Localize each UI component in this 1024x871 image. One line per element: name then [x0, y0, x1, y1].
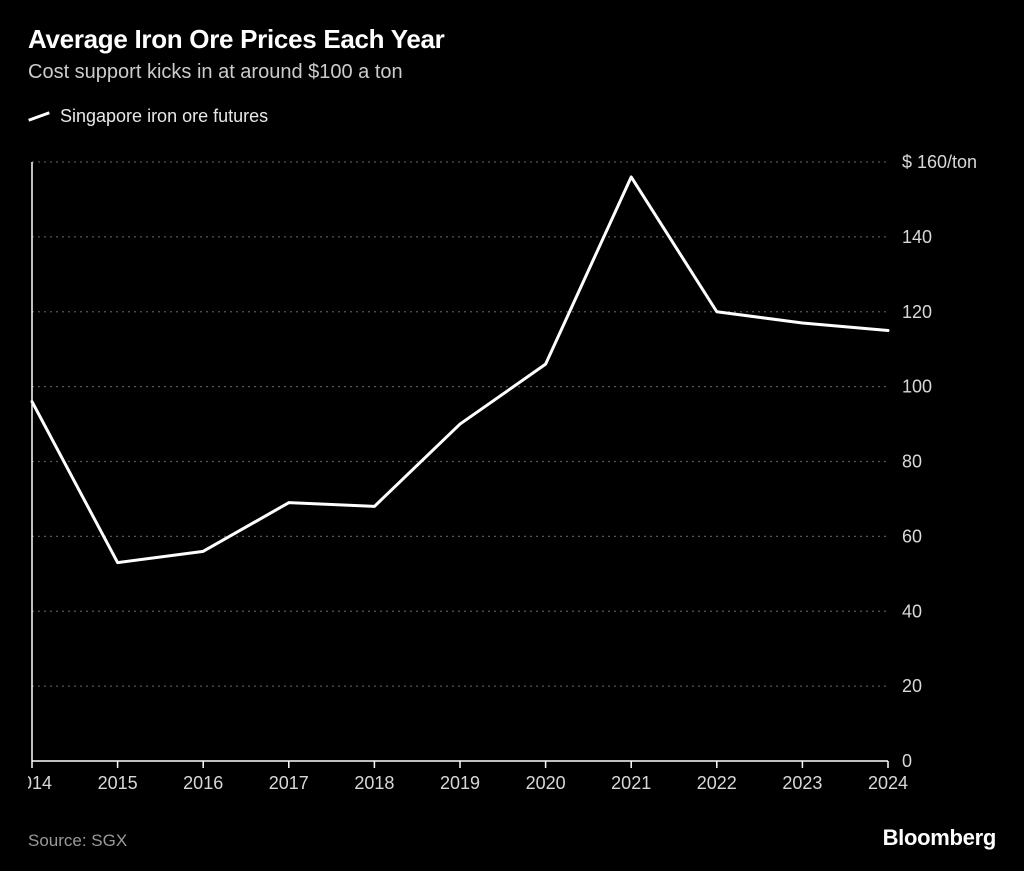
- x-tick-label: 2016: [183, 773, 223, 793]
- x-tick-label: 2014: [28, 773, 52, 793]
- y-tick-label: 140: [902, 227, 932, 247]
- y-tick-label: 40: [902, 601, 922, 621]
- x-tick-label: 2022: [697, 773, 737, 793]
- x-tick-label: 2017: [269, 773, 309, 793]
- y-tick-label: 60: [902, 526, 922, 546]
- y-tick-label: 0: [902, 751, 912, 771]
- chart-area: 0 20 40 60 80 100 120 140 $ 160/ton 2014 2015 2016 2…: [28, 150, 996, 801]
- series-line: [32, 177, 888, 563]
- x-tick-label: 2023: [782, 773, 822, 793]
- chart-title: Average Iron Ore Prices Each Year: [28, 24, 996, 55]
- legend-label: Singapore iron ore futures: [60, 106, 268, 127]
- y-tick-label: 20: [902, 676, 922, 696]
- x-tick-label: 2015: [98, 773, 138, 793]
- y-tick-label: 120: [902, 302, 932, 322]
- y-tick-label: 80: [902, 452, 922, 472]
- source-text: Source: SGX: [28, 831, 127, 851]
- chart-subtitle: Cost support kicks in at around $100 a t…: [28, 61, 996, 84]
- x-tick-label: 2021: [611, 773, 651, 793]
- y-tick-label: $ 160/ton: [902, 152, 977, 172]
- x-tick-label: 2024: [868, 773, 908, 793]
- x-tick-label: 2018: [354, 773, 394, 793]
- x-tick-label: 2020: [526, 773, 566, 793]
- legend: Singapore iron ore futures: [28, 106, 996, 127]
- y-tick-label: 100: [902, 377, 932, 397]
- brand-label: Bloomberg: [883, 825, 996, 851]
- x-tick-label: 2019: [440, 773, 480, 793]
- legend-swatch-icon: [28, 111, 50, 121]
- line-chart: 0 20 40 60 80 100 120 140 $ 160/ton 2014 2015 2016 2…: [28, 150, 996, 801]
